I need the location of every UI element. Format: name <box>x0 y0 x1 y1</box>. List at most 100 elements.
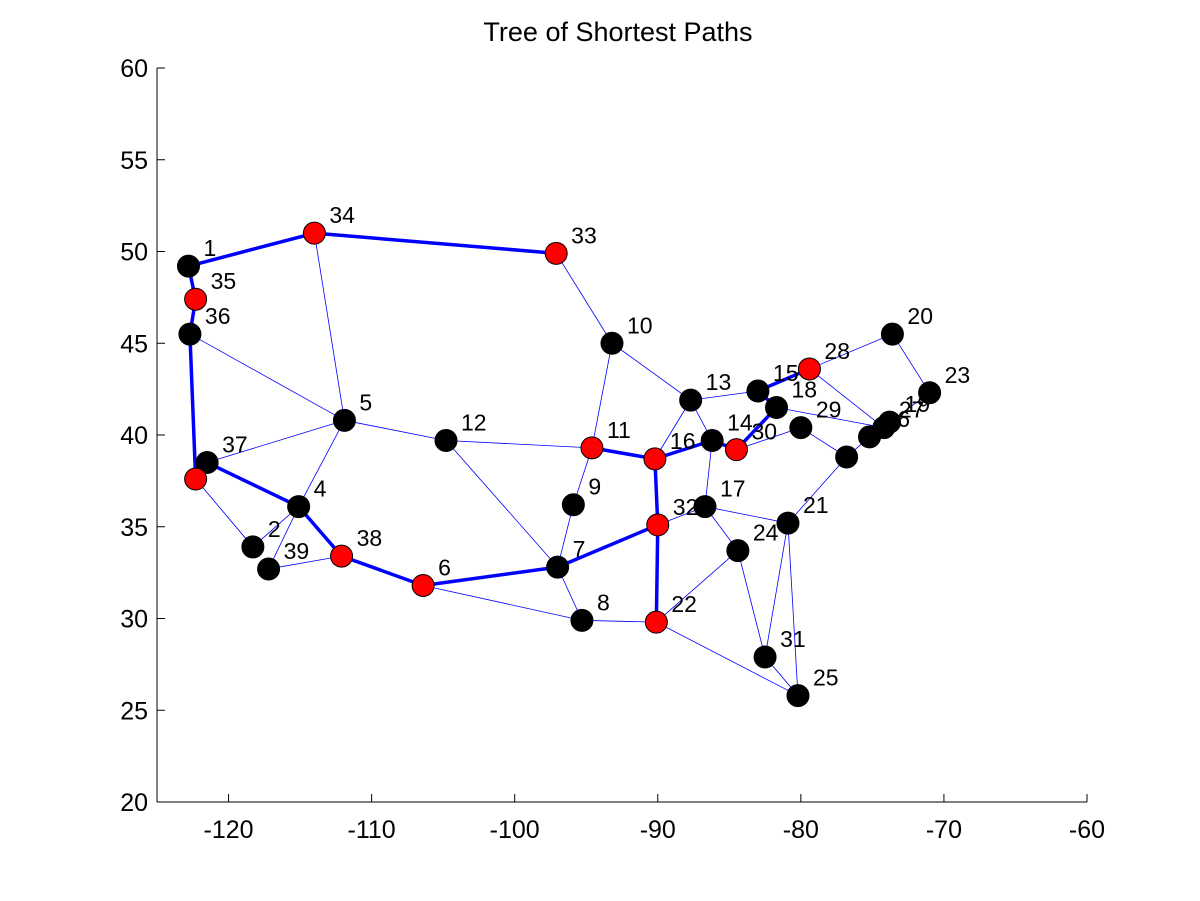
x-tick-label: -80 <box>783 816 819 844</box>
x-tick-label: -120 <box>204 816 254 844</box>
node-label: 35 <box>211 268 237 294</box>
node-label: 10 <box>627 312 653 338</box>
node-label: 18 <box>792 376 818 402</box>
graph-node <box>753 645 777 669</box>
graph-edge <box>656 621 799 696</box>
graph-edge <box>656 550 739 623</box>
graph-edge <box>206 419 345 463</box>
node-label: 37 <box>222 432 248 458</box>
shortest-path-edge <box>186 231 558 481</box>
graph-node <box>776 511 800 535</box>
node-label: 39 <box>284 538 310 564</box>
node-label: 24 <box>753 520 779 546</box>
graph-edge <box>195 478 254 548</box>
node-label: 20 <box>907 303 933 329</box>
node-label: 34 <box>329 202 355 228</box>
graph-edge <box>591 343 613 448</box>
graph-node <box>570 608 594 632</box>
graph-node <box>600 331 624 355</box>
node-label: 16 <box>670 428 696 454</box>
graph-node <box>287 495 311 519</box>
node-label: 36 <box>205 303 231 329</box>
graph-node <box>835 445 859 469</box>
shortest-path-node <box>544 241 568 265</box>
graph-edges <box>188 233 930 696</box>
graph-edge <box>809 368 885 428</box>
node-label: 12 <box>461 410 487 436</box>
shortest-path-node <box>184 287 208 311</box>
node-label: 13 <box>706 369 732 395</box>
node-label: 31 <box>780 626 806 652</box>
node-label: 5 <box>359 389 372 415</box>
y-tick-label: 50 <box>120 239 148 267</box>
shortest-path-node <box>330 544 354 568</box>
graph-node <box>257 557 281 581</box>
node-label: 9 <box>588 474 601 500</box>
node-label: 21 <box>803 492 829 518</box>
graph-node <box>679 388 703 412</box>
graph-edge <box>809 333 893 370</box>
node-label: 30 <box>751 419 777 445</box>
node-label: 14 <box>727 410 753 436</box>
node-label: 15 <box>773 360 799 386</box>
graph-node <box>178 322 202 346</box>
graph-edge <box>313 233 345 421</box>
graph-node <box>700 429 724 453</box>
graph-edge <box>555 253 613 344</box>
graph-edge <box>611 342 691 401</box>
shortest-path-node <box>724 438 748 462</box>
node-label: 6 <box>438 554 451 580</box>
y-tick-label: 30 <box>120 606 148 634</box>
y-tick-label: 40 <box>120 422 148 450</box>
graph-edge <box>189 333 345 421</box>
graph-node <box>726 539 750 563</box>
y-tick-label: 25 <box>120 697 148 725</box>
node-label: 27 <box>899 397 925 423</box>
node-label: 28 <box>824 338 850 364</box>
graph-node <box>176 254 200 278</box>
y-tick-label: 35 <box>120 514 148 542</box>
graph-edge <box>787 456 847 524</box>
x-tick-label: -110 <box>348 816 396 844</box>
chart-title: Tree of Shortest Paths <box>483 17 752 47</box>
x-tick-label: -70 <box>926 816 962 844</box>
x-tick-label: -90 <box>640 816 676 844</box>
y-tick-label: 60 <box>120 55 148 83</box>
x-tick-label: -60 <box>1069 816 1105 844</box>
graph-edge <box>776 407 884 429</box>
graph-node <box>434 429 458 453</box>
graph-node <box>546 555 570 579</box>
graph-edge <box>344 419 447 441</box>
node-label: 25 <box>813 665 839 691</box>
graph-edge <box>892 333 930 394</box>
shortest-path-node <box>643 447 667 471</box>
shortest-path-node <box>580 436 604 460</box>
graph-node <box>241 535 265 559</box>
shortest-path-node <box>411 573 435 597</box>
node-label: 29 <box>816 397 842 423</box>
node-label: 26 <box>885 406 911 432</box>
graph-node <box>746 379 770 403</box>
graph-node <box>693 495 717 519</box>
graph-node <box>561 493 585 517</box>
graph-edge <box>268 555 342 570</box>
node-label: 2 <box>268 516 281 542</box>
node-label: 17 <box>720 476 746 502</box>
x-tick-label: -100 <box>490 816 540 844</box>
node-label: 8 <box>597 589 610 615</box>
graph-edge <box>704 506 789 524</box>
shortest-path-edge <box>654 523 660 624</box>
y-tick-label: 55 <box>120 147 148 175</box>
graph-node <box>880 322 904 346</box>
axes: -120 -110 -100 -90 -80 -70 -602025303540455055… <box>120 55 1105 844</box>
node-label: 38 <box>357 525 383 551</box>
shortest-path-node <box>797 357 821 381</box>
node-label: 19 <box>905 391 931 417</box>
graph-edge <box>268 506 300 570</box>
graph-node <box>195 451 219 475</box>
graph-edge <box>445 440 558 568</box>
node-label: 33 <box>571 222 597 248</box>
node-label: 22 <box>671 591 697 617</box>
node-label: 4 <box>314 476 327 502</box>
